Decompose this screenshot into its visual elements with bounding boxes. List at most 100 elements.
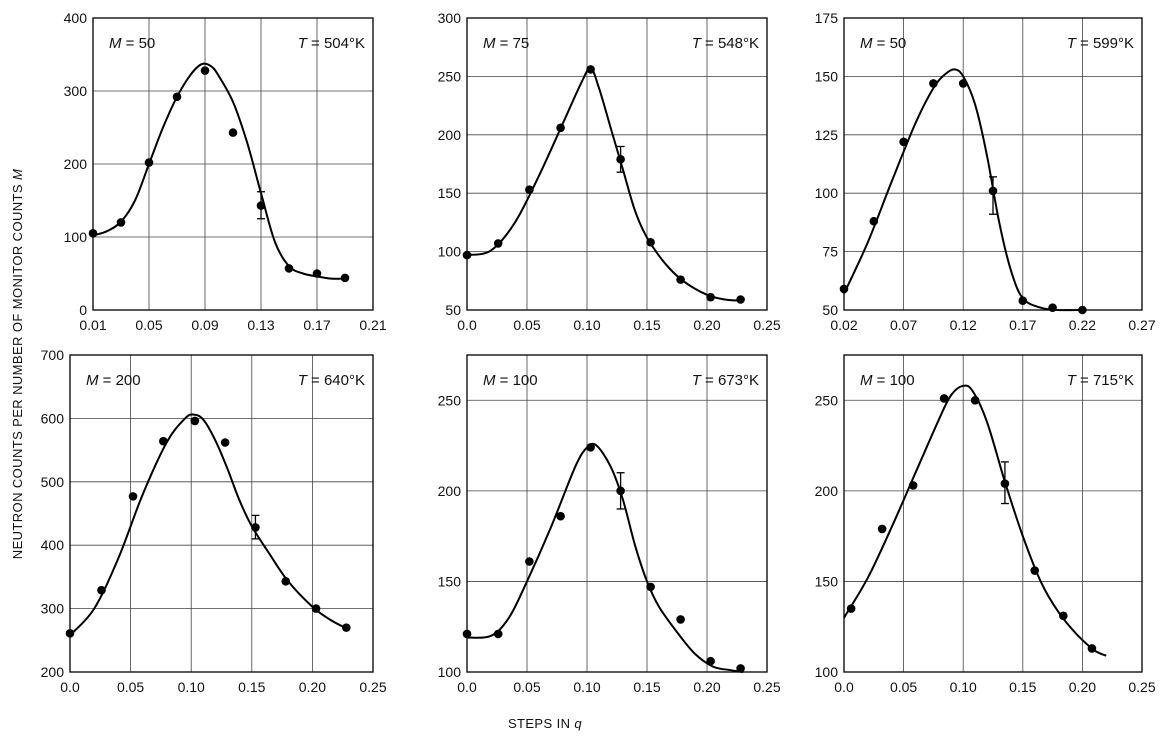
error-bar [989,176,997,215]
x-tick-label: 0.15 [633,317,660,333]
y-tick-label: 150 [815,68,839,84]
data-point [172,92,182,102]
annotation-m-value: = 75 [496,35,530,52]
y-axis-title: NEUTRON COUNTS PER NUMBER OF MONITOR COU… [10,169,25,559]
y-tick-label: 75 [822,244,838,260]
data-point [281,577,291,586]
fit-curve [92,62,346,280]
fit-curve [69,413,350,636]
x-tick-label: 0.20 [1069,679,1096,695]
data-point [1059,611,1068,621]
data-point [159,436,168,446]
y-tick-label: 400 [64,10,88,26]
data-point [1000,479,1010,488]
x-tick-label: 0.0 [457,317,477,333]
annotation-m-symbol: M [86,372,99,389]
data-point [646,582,655,592]
annotation-m-symbol: M [860,35,873,52]
annotation-m: M = 50 [860,35,906,52]
grid [843,17,1143,311]
data-point [65,629,75,638]
annotation-t: T = 673°K [692,372,759,389]
x-tick-label: 0.05 [890,679,917,695]
data-point [284,264,294,273]
y-tick-label: 100 [64,229,88,245]
annotation-m-symbol: M [860,372,873,389]
data-point [144,158,154,167]
data-point [462,629,472,639]
data-point [908,481,918,490]
y-tick-label: 200 [41,664,65,680]
y-tick-label: 175 [815,10,839,26]
x-tick-label: 0.25 [753,317,780,333]
x-tick-label: 0.20 [299,679,326,695]
annotation-m: M = 200 [86,372,141,389]
data-point [676,615,685,624]
x-tick-label: 0.07 [890,317,917,333]
data-point [493,239,503,248]
y-tick-label: 150 [815,573,839,589]
x-tick-label: 0.02 [830,317,857,333]
data-point [869,216,879,226]
y-tick-label: 300 [64,83,88,99]
x-axis-title-text: STEPS IN [508,716,570,731]
fit-curve [466,67,741,302]
x-tick-label: 0.10 [573,679,600,695]
y-axis-title-text: NEUTRON COUNTS PER NUMBER OF MONITOR COU… [10,184,25,559]
y-tick-label: 250 [438,68,462,84]
y-tick-label: 50 [445,302,461,318]
data-point [1048,303,1057,312]
y-tick-label: 100 [438,664,462,680]
x-tick-label: 0.25 [1128,679,1155,695]
annotation-m-symbol: M [109,35,122,52]
annotation-m-value: = 100 [496,372,538,389]
x-axis-title-symbol: q [574,716,582,731]
data-point [228,128,238,137]
data-point [190,416,200,426]
annotation-t: T = 715°K [1067,372,1134,389]
x-tick-label: 0.05 [117,679,144,695]
y-tick-label: 0 [79,302,87,318]
x-tick-label: 0.15 [238,679,265,695]
data-point [939,394,949,403]
x-tick-label: 0.22 [1069,317,1096,333]
y-tick-label: 600 [41,410,65,426]
y-tick-label: 250 [438,392,462,408]
x-tick-label: 0.15 [1009,679,1036,695]
x-tick-label: 0.05 [513,317,540,333]
data-point [736,295,745,304]
data-point [970,395,980,405]
chart-panel-top-left: 0.01 0.05 0.09 0.13 0.17 0.21 0 100 200 300 400 M =… [64,10,387,333]
data-point [586,443,595,452]
annotation-t-value: = 673°K [701,372,759,389]
annotation-t: T = 599°K [1067,35,1134,52]
annotation-t-value: = 548°K [701,35,759,52]
annotation-t-value: = 599°K [1076,35,1134,52]
x-tick-label: 0.10 [573,317,600,333]
x-tick-label: 0.25 [359,679,386,695]
x-tick-label: 0.05 [513,679,540,695]
y-tick-label: 200 [438,127,462,143]
x-tick-label: 0.10 [950,679,977,695]
fit-curve [843,68,1083,312]
chart-panel-bottom-right: 0.0 0.05 0.10 0.15 0.20 0.25 100 150 200 250 M = 1… [815,354,1156,695]
plot-frame [843,354,1143,673]
y-tick-label: 250 [815,392,839,408]
data-point [200,66,210,75]
x-tick-label: 0.15 [633,679,660,695]
x-tick-label: 0.27 [1128,317,1155,333]
annotation-m: M = 100 [483,372,538,389]
plot-frame [92,17,374,311]
annotation-t-symbol: T [1067,35,1078,52]
grid [92,17,374,311]
panels: 0.01 0.05 0.09 0.13 0.17 0.21 0 100 200 300 400 M =… [41,10,1156,695]
data-point [88,229,98,238]
annotation-m-value: = 100 [873,372,915,389]
data-point [128,492,138,501]
annotation-m: M = 50 [109,35,155,52]
x-tick-label: 0.0 [834,679,854,695]
y-tick-label: 300 [41,601,65,617]
data-point [676,275,685,284]
chart-panel-bottom-left: 0.0 0.05 0.10 0.15 0.20 0.25 200 300 400 500 600 70… [41,347,387,695]
